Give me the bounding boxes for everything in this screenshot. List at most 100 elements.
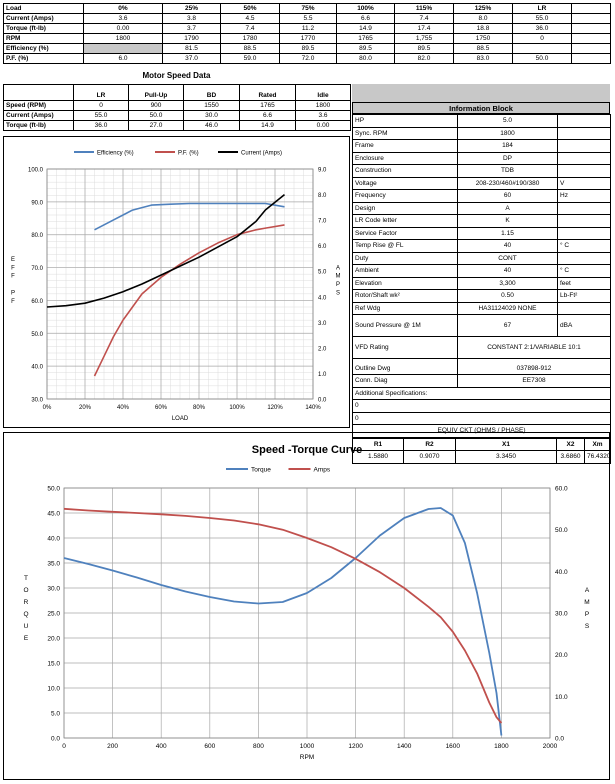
x-tick-label: 400 [156, 743, 167, 750]
load-cell: Current (Amps) [3, 13, 84, 24]
load-row: RPM 1800 1790 1780 1770 1765 1,755 1750 0 [3, 33, 611, 44]
info-cell [557, 151, 611, 165]
y-left-tick-label: 40.0 [47, 536, 60, 543]
info-cell: Sync. RPM [352, 126, 458, 140]
equiv-value-cell: 3.6860 [556, 450, 585, 464]
series-line-torque [63, 507, 503, 736]
speed-row: Speed (RPM) 0 900 1550 1765 1800 [3, 100, 351, 111]
load-header-cell: 125% [453, 3, 513, 14]
info-row: Ambient 40 ° C [352, 264, 611, 278]
x-tick-label: 1400 [397, 743, 412, 750]
info-row: Design A [352, 201, 611, 215]
y-right-tick-label: 30.0 [555, 611, 568, 618]
info-cell: 60 [457, 189, 558, 203]
x-tick-label: 80% [193, 405, 206, 411]
y-right-axis-label-char: M [584, 599, 589, 606]
speed-cell: 55.0 [73, 110, 129, 121]
y-right-tick-label: 1.0 [318, 372, 327, 378]
info-row: Construction TDB [352, 164, 611, 178]
load-cell: 3.7 [162, 23, 221, 34]
y-right-axis-label-char: A [585, 587, 590, 594]
y-right-tick-label: 8.0 [318, 193, 327, 199]
x-tick-label: 1600 [446, 743, 461, 750]
info-cell [557, 126, 611, 140]
conn-label: Conn. Diag [352, 374, 458, 388]
y-left-axis-label-char: R [24, 599, 29, 606]
load-header-cell [571, 3, 611, 14]
additional-line-2: 0 [352, 411, 611, 425]
y-right-tick-label: 0.0 [555, 736, 564, 743]
x-tick-label: 20% [79, 405, 92, 411]
load-header-cell: 50% [220, 3, 280, 14]
info-row: Voltage 208-230/460#190/380 V [352, 176, 611, 190]
info-cell: ° C [557, 239, 611, 253]
load-cell: 17.4 [394, 23, 454, 34]
load-data-table: Load 0% 25% 50% 75% 100% 115% 125% LR Current (Am… [3, 3, 611, 64]
y-right-tick-label: 20.0 [555, 652, 568, 659]
load-cell: 89.5 [336, 43, 395, 54]
y-left-tick-label: 30.0 [47, 586, 60, 593]
equiv-title: EQUIV CKT (OHMS / PHASE) [352, 424, 611, 438]
y-left-axis-label-char: O [23, 587, 28, 594]
load-cell: 59.0 [220, 53, 280, 64]
y-right-axis-label-char: S [585, 623, 590, 630]
speed-torque-frame: 0.0 5.0 10.0 15.0 20.0 25.0 30.0 35.0 40.0 45.0 50… [3, 432, 610, 780]
info-cell [557, 251, 611, 265]
series-line-amps [63, 507, 503, 724]
load-performance-chart: 30.0 40.0 50.0 60.0 70.0 80.0 90.0 100.0 0.0 1.0 2… [11, 150, 341, 422]
speed-header-cell: BD [183, 84, 240, 101]
info-row: Sync. RPM 1800 [352, 126, 611, 140]
info-row: LR Code letter K [352, 214, 611, 228]
load-cell: 7.4 [394, 13, 454, 24]
info-cell: 3,300 [457, 276, 558, 290]
x-tick-label: 120% [267, 405, 283, 411]
y-right-axis-label-char: M [336, 274, 341, 280]
info-block-extra: Sound Pressure @ 1M 67 dBA VFD Rating CO… [352, 314, 611, 464]
speed-torque-chart: 0.0 5.0 10.0 15.0 20.0 25.0 30.0 35.0 40.0 45.0 50… [23, 444, 590, 761]
y-right-tick-label: 60.0 [555, 486, 568, 493]
load-cell: 36.0 [512, 23, 572, 34]
info-cell: 1800 [457, 126, 558, 140]
info-row: Duty CONT [352, 251, 611, 265]
info-cell: Duty [352, 251, 458, 265]
info-block-title: Information Block [352, 102, 610, 114]
info-cell [557, 301, 611, 315]
y-left-tick-label: 90.0 [31, 200, 43, 206]
info-row: Elevation 3,300 feet [352, 276, 611, 290]
info-cell [557, 139, 611, 153]
y-left-axis-label-char: E [24, 635, 29, 642]
load-cell: RPM [3, 33, 84, 44]
info-row: Rotor/Shaft wk² 0.50 Lb-Ft² [352, 289, 611, 303]
legend-label: Torque [251, 466, 271, 473]
info-row: HP 5.0 [352, 114, 611, 128]
speed-cell: 14.9 [239, 120, 296, 131]
y-left-tick-label: 100.0 [28, 168, 44, 174]
x-axis-label: RPM [300, 754, 314, 761]
info-cell: Temp Rise @ FL [352, 239, 458, 253]
load-cell: 1780 [220, 33, 280, 44]
load-cell: Efficiency (%) [3, 43, 84, 54]
x-tick-label: 1200 [348, 743, 363, 750]
load-cell [571, 53, 611, 64]
y-right-tick-label: 5.0 [318, 270, 327, 276]
plot-area [63, 487, 551, 739]
load-cell [571, 13, 611, 24]
x-tick-label: 1000 [300, 743, 315, 750]
load-header-cell: 75% [279, 3, 337, 14]
y-left-axis-label-char: F [11, 274, 15, 280]
x-tick-label: 100% [229, 405, 245, 411]
load-cell: Torque (ft-lb) [3, 23, 84, 34]
y-right-axis-label-char: A [336, 265, 340, 271]
y-left-axis-label-char: Q [23, 611, 28, 618]
info-cell: Enclosure [352, 151, 458, 165]
load-cell: 7.4 [220, 23, 280, 34]
info-cell: 40 [457, 264, 558, 278]
info-cell: Frame [352, 139, 458, 153]
info-cell: Construction [352, 164, 458, 178]
equiv-value-cell: 76.4320 [584, 450, 611, 464]
y-left-tick-label: 40.0 [31, 365, 43, 371]
chart-title: Speed -Torque Curve [252, 444, 362, 456]
y-right-tick-label: 50.0 [555, 527, 568, 534]
load-cell: 4.5 [220, 13, 280, 24]
load-chart-frame: 30.0 40.0 50.0 60.0 70.0 80.0 90.0 100.0 0.0 1.0 2… [3, 136, 350, 428]
